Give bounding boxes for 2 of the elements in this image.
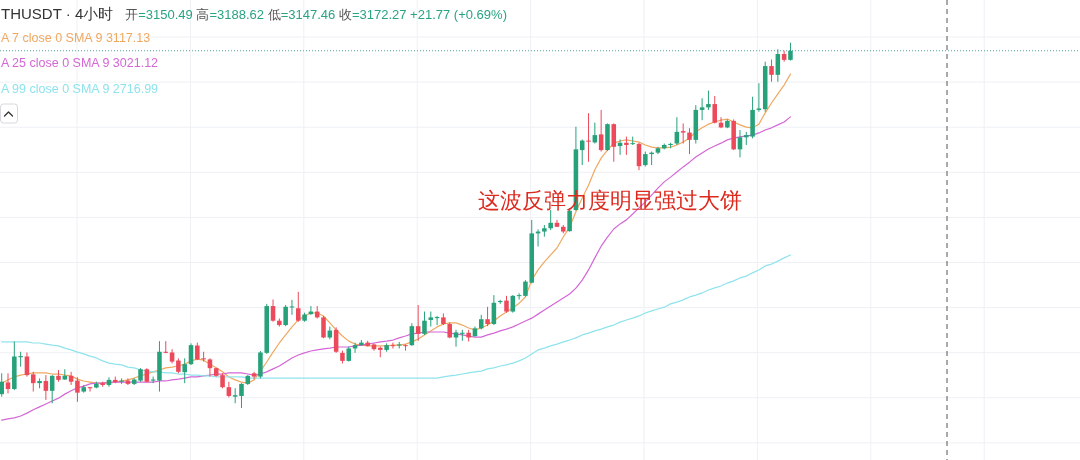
- title: THUSDT · 4小时: [1, 5, 114, 22]
- subtitle: 开=3150.49 高=3188.62 低=3147.46 收=3172.27 +21.77 (+0.69%): [125, 7, 507, 22]
